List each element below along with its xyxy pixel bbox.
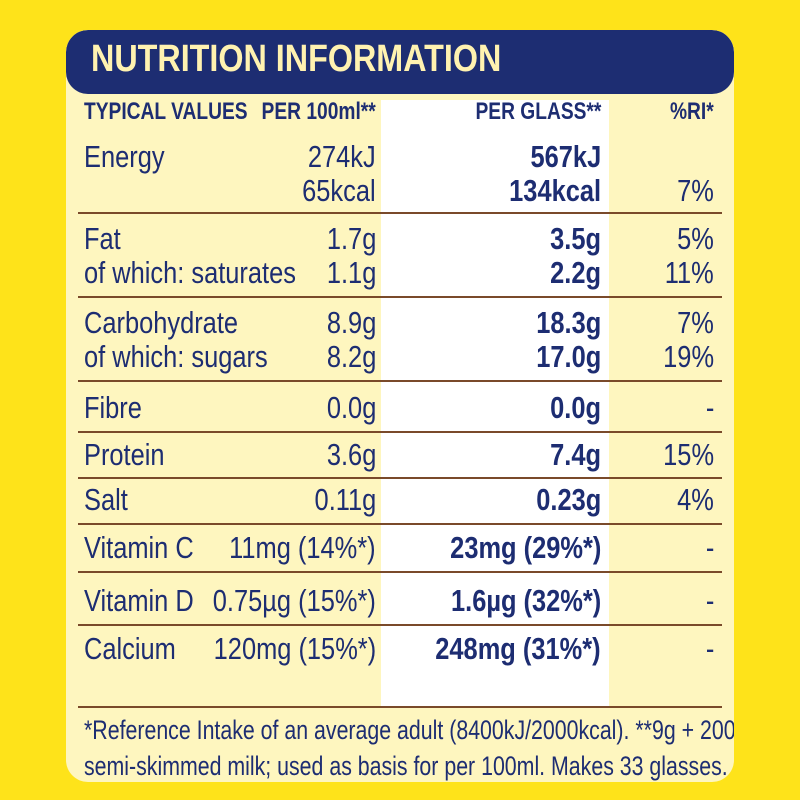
nutrient-name: Carbohydrate <box>84 305 239 340</box>
ri-value: - <box>705 583 714 618</box>
nutrient-name: Vitamin C <box>84 530 194 565</box>
per-100ml-value: 1.7g <box>326 221 376 256</box>
per-100ml-value: 0.11g <box>314 482 376 517</box>
row-divider <box>78 624 722 626</box>
ri-value: 7% <box>677 173 714 208</box>
per-100ml-value: 274kJ <box>308 139 376 174</box>
nutrient-name: Energy <box>84 139 165 174</box>
per-100ml-value: 8.9g <box>326 305 376 340</box>
per-glass-value: 18.3g <box>535 305 601 340</box>
per-glass-value: 7.4g <box>550 437 601 472</box>
per-glass-value: 1.6µg (32%*) <box>450 583 601 618</box>
per-glass-value: 17.0g <box>535 339 601 374</box>
per-glass-value: 0.0g <box>550 390 601 425</box>
header-per-glass: PER GLASS** <box>475 98 601 125</box>
header-typical-values: TYPICAL VALUES <box>84 98 248 125</box>
row-divider <box>78 523 722 525</box>
nutrient-name: Vitamin D <box>84 583 194 618</box>
nutrient-name: Fibre <box>84 390 142 425</box>
footnote-line-2: semi-skimmed milk; used as basis for per… <box>84 751 728 781</box>
ri-value: 19% <box>663 339 714 374</box>
per-100ml-value: 8.2g <box>326 339 376 374</box>
footnote: *Reference Intake of an average adult (8… <box>84 712 734 782</box>
per-glass-value: 567kJ <box>530 139 601 174</box>
per-glass-value: 3.5g <box>550 221 601 256</box>
ri-value: 5% <box>677 221 714 256</box>
ri-value: 7% <box>677 305 714 340</box>
row-divider <box>78 296 722 298</box>
per-glass-value: 2.2g <box>550 255 601 290</box>
row-divider <box>78 571 722 573</box>
table-header: TYPICAL VALUES PER 100ml** PER GLASS** %… <box>66 98 734 128</box>
ri-value: - <box>705 631 714 666</box>
ri-value: - <box>705 390 714 425</box>
per-glass-value: 134kcal <box>509 173 601 208</box>
per-glass-value: 23mg (29%*) <box>449 530 601 565</box>
row-divider <box>78 212 722 214</box>
ri-value: 4% <box>677 482 714 517</box>
ri-value: - <box>705 530 714 565</box>
per-glass-value: 0.23g <box>535 482 601 517</box>
per-glass-value: 248mg (31%*) <box>435 631 601 666</box>
nutrient-name: of which: sugars <box>84 339 268 374</box>
nutrition-panel: NUTRITION INFORMATION TYPICAL VALUES PER… <box>66 30 734 782</box>
row-divider <box>78 706 722 708</box>
title-bar: NUTRITION INFORMATION <box>66 30 734 94</box>
per-100ml-value: 11mg (14%*) <box>229 530 376 565</box>
row-divider <box>78 431 722 433</box>
ri-value: 11% <box>665 255 714 290</box>
nutrient-name: Protein <box>84 437 165 472</box>
per-100ml-value: 3.6g <box>326 437 376 472</box>
per-glass-column-highlight <box>381 100 609 706</box>
per-100ml-value: 65kcal <box>302 173 376 208</box>
panel-title: NUTRITION INFORMATION <box>91 38 502 80</box>
header-per-100ml: PER 100ml** <box>261 98 376 125</box>
nutrient-name: Salt <box>84 482 128 517</box>
footnote-line-1: *Reference Intake of an average adult (8… <box>84 715 734 745</box>
header-ri: %RI* <box>670 98 714 125</box>
nutrient-name: Calcium <box>84 631 176 666</box>
per-100ml-value: 1.1g <box>326 255 376 290</box>
per-100ml-value: 0.75µg (15%*) <box>212 583 376 618</box>
nutrient-name: of which: saturates <box>84 255 296 290</box>
per-100ml-value: 120mg (15%*) <box>213 631 376 666</box>
ri-value: 15% <box>663 437 714 472</box>
row-divider <box>78 477 722 479</box>
row-divider <box>78 380 722 382</box>
per-100ml-value: 0.0g <box>326 390 376 425</box>
nutrient-name: Fat <box>84 221 121 256</box>
